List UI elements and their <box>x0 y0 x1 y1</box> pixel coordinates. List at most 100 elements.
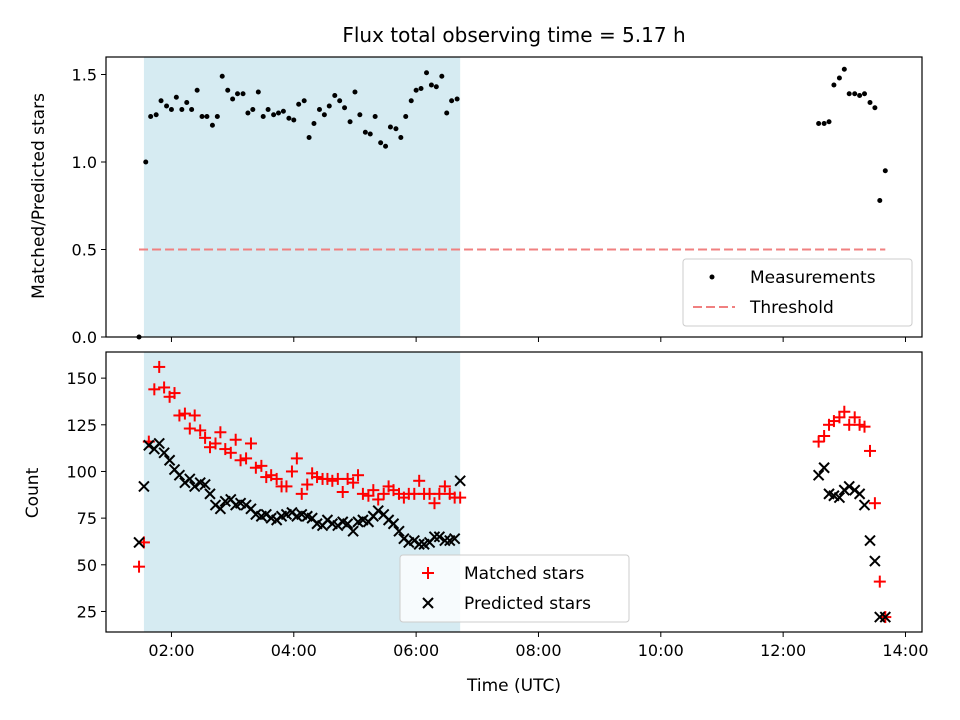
xtick-label: 12:00 <box>760 641 806 660</box>
matched-point <box>428 497 441 510</box>
matched-point <box>178 407 191 420</box>
top-legend-box <box>682 258 913 327</box>
matched-point <box>153 360 166 373</box>
matched-point <box>224 446 237 459</box>
matched-point <box>858 420 871 433</box>
matched-point <box>413 474 426 487</box>
measurement-point <box>153 112 159 118</box>
measurement-point <box>383 143 389 149</box>
matched-point <box>249 461 262 474</box>
measurement-point <box>387 124 393 130</box>
top-panel: 0.0 0.5 1.0 1.5 Matched/Predicted stars Mea… <box>29 56 923 347</box>
predicted-point-b <box>199 478 211 491</box>
predicted-point-b <box>138 480 150 493</box>
measurement-point <box>235 91 241 97</box>
matched-point <box>240 452 253 465</box>
predicted-point <box>188 480 201 493</box>
predicted-point <box>173 469 186 481</box>
predicted-point-b <box>428 531 441 543</box>
measurement-point <box>342 105 348 111</box>
measurement-point <box>347 119 353 125</box>
measurement-point <box>852 91 858 97</box>
matched-point <box>377 487 390 500</box>
predicted-point-b <box>326 518 339 530</box>
matched-point <box>133 560 146 573</box>
matched-point <box>234 454 247 467</box>
measurement-point <box>372 114 378 119</box>
xtick-label: 06:00 <box>393 641 439 660</box>
top-legend: Measurements Threshold <box>682 258 913 327</box>
predicted-point-b <box>858 499 871 511</box>
predicted-point-b <box>433 531 446 543</box>
predicted-point-b <box>387 518 400 530</box>
matched-point <box>372 493 385 506</box>
predicted-point <box>853 488 866 500</box>
predicted-point-b <box>158 447 170 459</box>
predicted-point-b <box>188 480 201 493</box>
predicted-point <box>448 532 461 545</box>
predicted-point-b <box>879 611 892 623</box>
xtick-label: 08:00 <box>515 641 561 660</box>
matched-point <box>168 387 181 400</box>
bottom-legend-box <box>399 554 630 623</box>
measurement-point <box>862 91 868 97</box>
measurement-point <box>189 107 195 112</box>
predicted-point <box>372 504 384 517</box>
measurement-point <box>408 98 414 104</box>
measurement-point <box>240 91 246 97</box>
figure-title: Flux total observing time = 5.17 h <box>342 23 685 47</box>
predicted-point <box>143 439 155 452</box>
measurement-point <box>393 126 399 132</box>
measurement-point <box>296 101 302 107</box>
bottom-ytick-label: 25 <box>77 602 97 621</box>
predicted-point-b <box>818 462 830 474</box>
bottom-ytick-label: 50 <box>77 556 97 575</box>
matched-point <box>454 491 467 504</box>
matched-point <box>183 422 196 435</box>
predicted-point-b <box>133 536 145 549</box>
measurement-point <box>398 135 404 140</box>
matched-point <box>255 459 268 472</box>
bottom-ytick-label: 75 <box>77 509 97 528</box>
matched-point <box>199 431 212 444</box>
measurement-point <box>841 66 847 72</box>
legend-measurements-label: Measurements <box>750 268 876 288</box>
matched-point <box>148 383 161 396</box>
measurement-point <box>280 108 286 114</box>
measurement-point <box>352 89 358 95</box>
x-axis-label: Time (UTC) <box>466 676 561 696</box>
predicted-point-b <box>413 538 425 550</box>
bottom-legend: Matched stars Predicted stars <box>399 554 630 623</box>
matched-point <box>356 487 369 500</box>
predicted-point <box>199 478 211 491</box>
predicted-point-b <box>448 532 461 545</box>
matched-point <box>864 444 877 457</box>
predicted-point-b <box>214 503 227 515</box>
measurement-point <box>424 70 430 76</box>
predicted-point-b <box>265 512 277 524</box>
measurement-point <box>291 117 297 123</box>
predicted-point-b <box>454 475 466 487</box>
matched-point <box>270 472 283 485</box>
predicted-point-b <box>341 518 354 530</box>
predicted-point-b <box>184 473 196 485</box>
top-ytick-label: 1.0 <box>72 153 97 172</box>
measurement-point <box>219 73 225 79</box>
predicted-point-b <box>853 488 866 500</box>
measurement-point <box>413 87 419 93</box>
predicted-point <box>204 488 216 500</box>
matched-point <box>367 484 380 497</box>
predicted-point <box>347 525 359 537</box>
measurement-point <box>357 112 363 118</box>
predicted-point <box>163 454 176 466</box>
top-ytick-label: 0.5 <box>72 241 97 260</box>
matched-point <box>433 487 446 500</box>
bottom-panel: 25 50 75 100 125 150 02:00 04:00 06:00 08:00 10:00… <box>23 351 929 696</box>
matched-point <box>838 405 851 418</box>
matched-point <box>188 409 201 422</box>
measurement-point <box>245 110 251 116</box>
measurement-point <box>378 140 384 146</box>
measurement-point <box>148 114 154 119</box>
measurement-point <box>872 105 878 111</box>
measurement-point <box>173 94 179 100</box>
